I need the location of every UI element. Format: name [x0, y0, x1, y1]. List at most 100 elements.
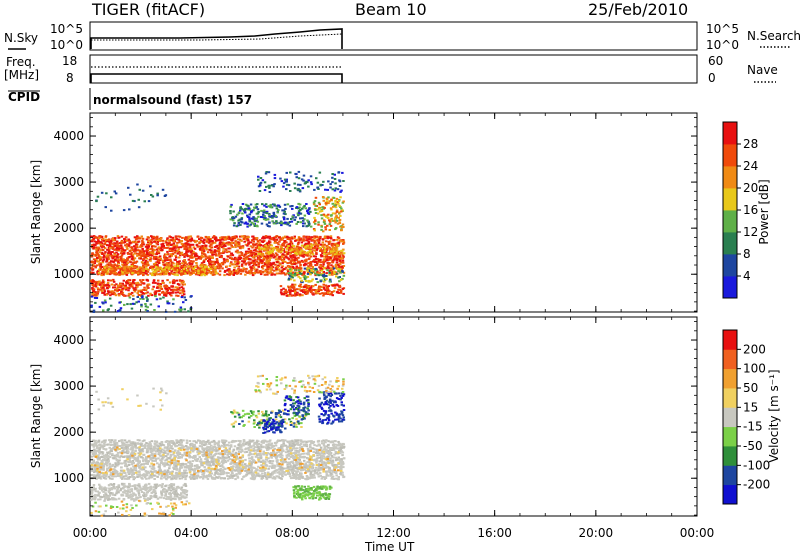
heatmap-cell: [240, 221, 243, 223]
heatmap-cell: [233, 222, 236, 224]
heatmap-cell: [321, 217, 324, 219]
heatmap-cell: [223, 274, 226, 276]
heatmap-cell: [143, 258, 146, 260]
heatmap-cell: [105, 261, 108, 263]
heatmap-cell: [270, 274, 273, 276]
heatmap-cell: [338, 256, 341, 258]
colorbar-swatch: [723, 144, 737, 166]
heatmap-cell: [194, 248, 197, 250]
heatmap-cell: [306, 220, 309, 222]
freq-panel: Freq. [MHz] 18 8 60 0 Nave: [4, 54, 778, 85]
heatmap-cell: [165, 242, 168, 244]
heatmap-cell: [319, 172, 322, 174]
heatmap-cell: [274, 264, 277, 266]
heatmap-cell: [202, 268, 205, 270]
heatmap-cell: [95, 249, 98, 251]
heatmap-cell: [162, 282, 165, 284]
heatmap-cell: [229, 273, 232, 275]
heatmap-cell: [279, 206, 282, 208]
heatmap-cell: [342, 288, 345, 290]
heatmap-cell: [243, 261, 246, 263]
heatmap-cell: [178, 263, 181, 265]
heatmap-cell: [91, 293, 94, 295]
heatmap-cell: [320, 229, 323, 231]
heatmap-cell: [158, 290, 161, 292]
heatmap-cell: [187, 243, 190, 245]
heatmap-cell: [136, 237, 139, 239]
heatmap-cell: [326, 198, 329, 200]
heatmap-cell: [176, 244, 179, 246]
heatmap-cell: [286, 457, 289, 459]
y-tick-label: 1000: [53, 267, 84, 281]
heatmap-cell: [335, 457, 338, 459]
colorbar-swatch: [723, 254, 737, 276]
heatmap-cell: [254, 269, 257, 271]
heatmap-cell: [277, 266, 280, 268]
heatmap-cell: [245, 257, 248, 259]
heatmap-cell: [328, 262, 331, 264]
heatmap-cell: [141, 245, 144, 247]
heatmap-cell: [146, 244, 149, 246]
heatmap-cell: [224, 271, 227, 273]
heatmap-cell: [182, 301, 185, 303]
heatmap-cell: [273, 212, 276, 214]
heatmap-cell: [253, 223, 256, 225]
heatmap-cell: [260, 210, 263, 212]
heatmap-cell: [158, 294, 161, 296]
heatmap-cell: [132, 295, 135, 297]
heatmap-cell: [101, 192, 104, 194]
heatmap-cell: [210, 249, 213, 251]
heatmap-cell: [308, 242, 311, 244]
heatmap-cell: [187, 310, 190, 312]
heatmap-cell: [300, 221, 303, 223]
heatmap-cell: [104, 242, 107, 244]
heatmap-cell: [96, 264, 99, 266]
heatmap-cell: [167, 290, 170, 292]
heatmap-cell: [301, 217, 304, 219]
heatmap-cell: [337, 277, 340, 279]
heatmap-cell: [323, 453, 326, 455]
heatmap-cell: [161, 288, 164, 290]
heatmap-cell: [315, 197, 318, 199]
heatmap-cell: [323, 207, 326, 209]
heatmap-cell: [138, 301, 141, 303]
heatmap-cell: [220, 265, 223, 267]
heatmap-cell: [290, 260, 293, 262]
heatmap-cell: [155, 266, 158, 268]
heatmap-cell: [122, 283, 125, 285]
heatmap-cell: [294, 219, 297, 221]
heatmap-cell: [230, 206, 233, 208]
heatmap-cell: [342, 243, 345, 245]
heatmap-cell: [321, 270, 324, 272]
heatmap-cell: [342, 293, 345, 295]
heatmap-cell: [181, 237, 184, 239]
heatmap-cell: [208, 236, 211, 238]
heatmap-cell: [265, 219, 268, 221]
heatmap-cell: [297, 221, 300, 223]
heatmap-cell: [280, 222, 283, 224]
heatmap-cell: [124, 249, 127, 251]
heatmap-cell: [235, 270, 238, 272]
heatmap-cell: [181, 243, 184, 245]
heatmap-cell: [107, 257, 110, 259]
heatmap-cell: [289, 291, 292, 293]
heatmap-cell: [120, 307, 123, 309]
heatmap-cell: [208, 241, 211, 243]
heatmap-cell: [124, 266, 127, 268]
heatmap-cell: [271, 238, 274, 240]
heatmap-cell: [246, 245, 249, 247]
heatmap-cell: [110, 272, 113, 274]
heatmap-cell: [329, 187, 332, 189]
heatmap-cell: [237, 271, 240, 273]
heatmap-cell: [206, 269, 209, 271]
heatmap-cell: [310, 175, 313, 177]
heatmap-cell: [297, 203, 300, 205]
heatmap-cell: [156, 476, 159, 478]
heatmap-cell: [304, 183, 307, 185]
heatmap-cell: [328, 243, 331, 245]
heatmap-cell: [142, 269, 145, 271]
heatmap-cell: [332, 206, 335, 208]
heatmap-cell: [136, 255, 139, 257]
heatmap-cell: [247, 208, 250, 210]
